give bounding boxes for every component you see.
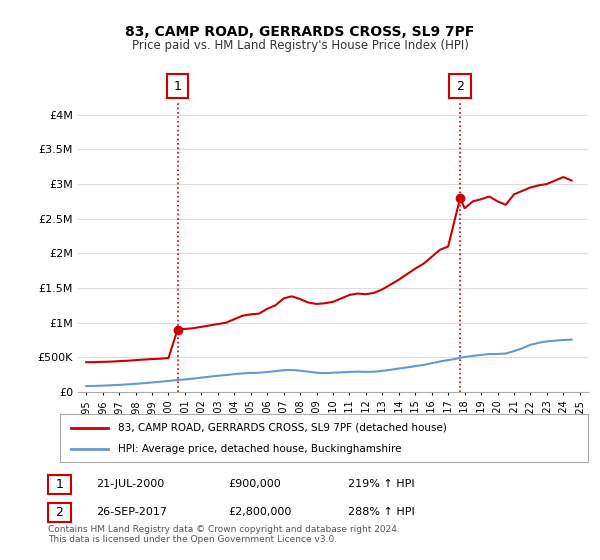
Text: 2: 2 [456,80,464,93]
Text: 83, CAMP ROAD, GERRARDS CROSS, SL9 7PF: 83, CAMP ROAD, GERRARDS CROSS, SL9 7PF [125,25,475,39]
Text: HPI: Average price, detached house, Buckinghamshire: HPI: Average price, detached house, Buck… [118,444,401,454]
Text: 288% ↑ HPI: 288% ↑ HPI [348,507,415,517]
Text: 1: 1 [173,80,181,93]
Text: 219% ↑ HPI: 219% ↑ HPI [348,479,415,489]
Text: 26-SEP-2017: 26-SEP-2017 [96,507,167,517]
Text: £2,800,000: £2,800,000 [228,507,292,517]
Text: Price paid vs. HM Land Registry's House Price Index (HPI): Price paid vs. HM Land Registry's House … [131,39,469,52]
Text: 21-JUL-2000: 21-JUL-2000 [96,479,164,489]
Text: 1: 1 [55,478,64,492]
Text: Contains HM Land Registry data © Crown copyright and database right 2024.
This d: Contains HM Land Registry data © Crown c… [48,525,400,544]
Text: 83, CAMP ROAD, GERRARDS CROSS, SL9 7PF (detached house): 83, CAMP ROAD, GERRARDS CROSS, SL9 7PF (… [118,423,447,433]
Text: £900,000: £900,000 [228,479,281,489]
Text: 2: 2 [55,506,64,520]
